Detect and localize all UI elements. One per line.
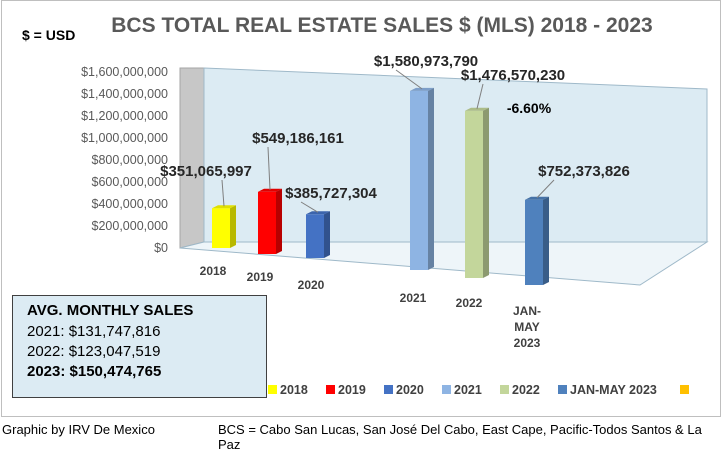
bar-side <box>324 211 330 258</box>
data-label: $1,476,570,230 <box>461 67 565 84</box>
legend-swatch <box>326 385 335 394</box>
legend-label: 2020 <box>396 383 424 397</box>
data-label-leader <box>476 83 484 109</box>
data-label-leader <box>536 179 555 199</box>
avg-monthly-sales-title: AVG. MONTHLY SALES <box>27 302 194 319</box>
bar <box>258 191 276 254</box>
y-tick-label: $600,000,000 <box>92 175 169 189</box>
bar-top <box>465 107 489 111</box>
avg-line-2021: 2021: $131,747,816 <box>27 323 161 340</box>
legend-swatch <box>442 385 451 394</box>
x-tick-label: 2019 <box>247 270 274 284</box>
y-tick-label: $1,400,000,000 <box>81 87 168 101</box>
bar-side <box>230 205 236 248</box>
data-label: $752,373,826 <box>538 163 630 180</box>
chart-title: BCS TOTAL REAL ESTATE SALES $ (MLS) 2018… <box>111 14 653 37</box>
legend-swatch <box>268 385 277 394</box>
bar-side <box>276 188 282 254</box>
y-tick-label: $0 <box>154 241 168 255</box>
bar-top <box>212 205 236 209</box>
x-tick-label: 2023 <box>514 336 541 350</box>
legend-swatch <box>558 385 567 394</box>
data-label-leader <box>221 179 225 207</box>
y-tick-label: $1,000,000,000 <box>81 131 168 145</box>
y-tick-label: $200,000,000 <box>92 219 169 233</box>
data-label: $385,727,304 <box>285 185 377 202</box>
bar-top <box>410 87 434 91</box>
data-label-leader <box>267 146 271 190</box>
data-label: $351,065,997 <box>160 163 252 180</box>
percent-change-annotation: -6.60% <box>507 100 552 116</box>
legend-label: 2021 <box>454 383 482 397</box>
avg-line-2023: 2023: $150,474,765 <box>27 363 162 380</box>
legend-swatch <box>384 385 393 394</box>
legend-label: 2018 <box>280 383 308 397</box>
legend-label: 2022 <box>512 383 540 397</box>
bar-top <box>306 211 330 215</box>
x-tick-label: 2021 <box>400 291 427 305</box>
avg-line-2022: 2022: $123,047,519 <box>27 343 161 360</box>
avg-monthly-sales-box: AVG. MONTHLY SALES 2021: $131,747,816 20… <box>12 295 267 398</box>
y-tick-label: $1,200,000,000 <box>81 109 168 123</box>
bar <box>306 214 324 258</box>
legend-label: JAN-MAY 2023 <box>570 383 657 397</box>
bar-top <box>258 188 282 192</box>
bar-side <box>543 196 549 285</box>
x-tick-label: 2018 <box>200 264 227 278</box>
legend-swatch <box>680 385 689 394</box>
data-label-leader <box>300 201 319 213</box>
bar-top <box>525 196 549 200</box>
footer-legend-note: BCS = Cabo San Lucas, San José Del Cabo,… <box>218 422 702 452</box>
bar <box>465 110 483 278</box>
data-label-leader <box>395 69 423 90</box>
x-tick-label: JAN- <box>513 304 541 318</box>
x-tick-label: 2022 <box>456 296 483 310</box>
x-tick-label: MAY <box>514 320 540 334</box>
currency-note: $ = USD <box>22 27 76 43</box>
data-label: $549,186,161 <box>252 130 344 147</box>
y-tick-label: $400,000,000 <box>92 197 169 211</box>
footer-credit: Graphic by IRV De Mexico <box>2 422 155 437</box>
y-tick-label: $800,000,000 <box>92 153 169 167</box>
y-tick-label: $1,600,000,000 <box>81 65 168 79</box>
x-tick-label: 2020 <box>298 278 325 292</box>
bar-side <box>483 107 489 278</box>
bar <box>212 208 230 248</box>
chart-frame <box>1 0 721 417</box>
legend-swatch <box>500 385 509 394</box>
legend-label: 2019 <box>338 383 366 397</box>
data-label: $1,580,973,790 <box>374 53 478 70</box>
side-wall <box>179 67 205 249</box>
bar-side <box>428 87 434 270</box>
bar <box>410 90 428 270</box>
bar <box>525 199 543 285</box>
